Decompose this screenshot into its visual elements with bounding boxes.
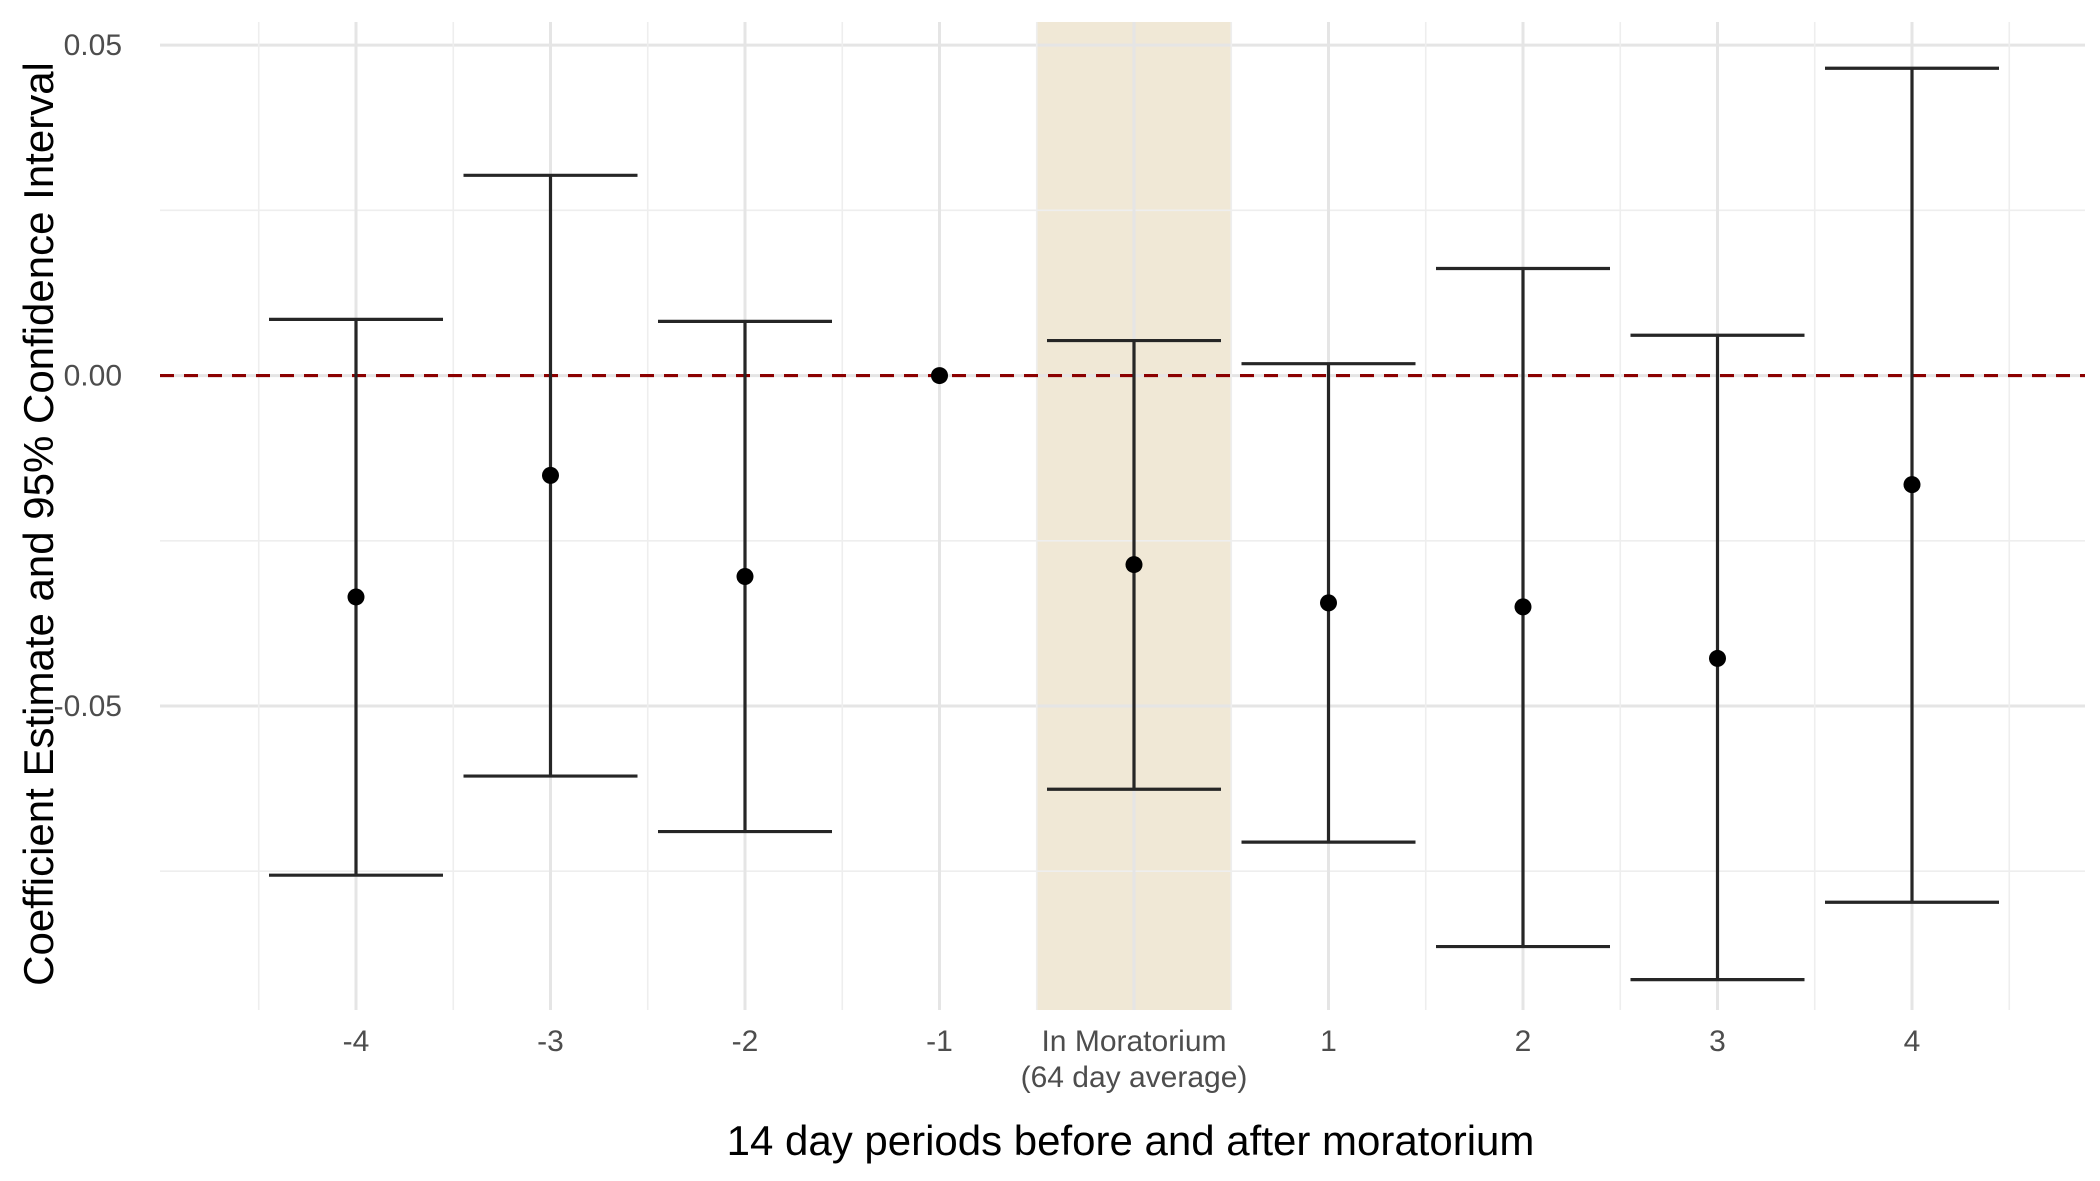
y-tick-labels: -0.05 0.00 0.05 (54, 29, 122, 723)
x-tick-label-line: 2 (1515, 1025, 1532, 1058)
coefficient-point (1514, 598, 1532, 616)
x-tick-label-line: In Moratorium (1041, 1025, 1226, 1058)
y-axis-title: Coefficient Estimate and 95% Confidence … (15, 62, 62, 986)
x-tick-label: 4 (1904, 1025, 1921, 1058)
coefficient-point (1320, 594, 1337, 612)
coefficient-point (1125, 556, 1143, 574)
coefficient-point (1709, 649, 1726, 667)
x-tick-label: -2 (732, 1025, 759, 1058)
x-tick-label-line: -4 (343, 1025, 370, 1058)
x-tick-label-line: -1 (926, 1025, 953, 1058)
x-tick-label-line: 1 (1320, 1025, 1337, 1058)
x-axis-title: 14 day periods before and after moratori… (727, 1117, 1535, 1164)
coefficient-point (736, 567, 754, 585)
x-tick-label-line: 4 (1904, 1025, 1921, 1058)
coefficient-point (931, 367, 948, 385)
y-tick-label: -0.05 (54, 690, 122, 723)
x-tick-label-line: -2 (732, 1025, 759, 1058)
x-tick-label: -4 (343, 1025, 370, 1058)
coefficient-point (1903, 476, 1921, 494)
x-tick-label-line: -3 (537, 1025, 564, 1058)
y-tick-label: 0.00 (64, 360, 122, 393)
x-tick-label: 1 (1320, 1025, 1337, 1058)
x-tick-label: 3 (1709, 1025, 1726, 1058)
x-tick-label-line: (64 day average) (1021, 1061, 1248, 1094)
coefficient-point (347, 588, 365, 606)
coefficient-point (542, 466, 559, 484)
x-tick-label-line: 3 (1709, 1025, 1726, 1058)
x-tick-labels: -4 -3 -2 -1 In Moratorium (64 day average) 1 2 3… (343, 1025, 1921, 1094)
x-tick-label: 2 (1515, 1025, 1532, 1058)
y-tick-label: 0.05 (64, 29, 122, 62)
x-tick-label: In Moratorium (64 day average) (1021, 1025, 1248, 1094)
points-layer (347, 367, 1921, 667)
x-tick-label: -3 (537, 1025, 564, 1058)
x-tick-label: -1 (926, 1025, 953, 1058)
error-bars-layer (269, 66, 1999, 982)
